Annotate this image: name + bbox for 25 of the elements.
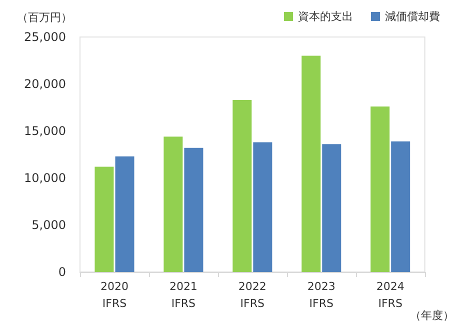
y-tick-label: 10,000 xyxy=(24,171,66,185)
bar xyxy=(253,142,272,272)
bar xyxy=(232,100,252,272)
x-tick-label: 2022 IFRS xyxy=(238,280,266,310)
bar xyxy=(391,141,410,272)
y-tick-label: 15,000 xyxy=(24,124,66,138)
bar xyxy=(94,166,114,272)
legend-label: 資本的支出 xyxy=(298,10,353,23)
y-tick-label: 0 xyxy=(58,265,66,279)
y-tick-label: 5,000 xyxy=(32,218,66,232)
x-tick-label: 2021 IFRS xyxy=(169,280,198,310)
y-tick-label: 25,000 xyxy=(24,30,66,44)
bar xyxy=(115,156,134,272)
x-tick-label: 2024 IFRS xyxy=(376,280,404,310)
bar xyxy=(302,56,321,272)
legend-label: 減価償却費 xyxy=(385,10,440,23)
bar xyxy=(164,136,183,272)
bar xyxy=(370,106,390,272)
bar xyxy=(322,144,342,272)
x-axis-title: （年度） xyxy=(410,309,454,322)
x-tick-label: 2020 IFRS xyxy=(100,280,128,310)
y-axis-title: （百万円） xyxy=(17,11,72,24)
x-tick-label: 2023 IFRS xyxy=(307,280,336,310)
bar xyxy=(184,148,204,272)
y-tick-label: 20,000 xyxy=(24,77,66,91)
